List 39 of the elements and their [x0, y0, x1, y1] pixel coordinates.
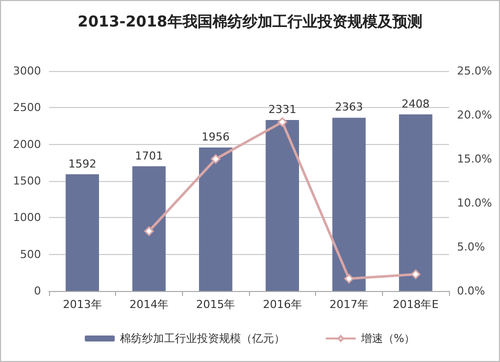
y2-tick-label: 20.0% [457, 108, 492, 122]
y-tick-label: 2000 [13, 138, 41, 151]
point [278, 117, 288, 127]
legend-label: 增速（%） [360, 332, 416, 345]
x-tick-label: 2016年 [262, 298, 302, 311]
y-tick-label: 1000 [13, 211, 41, 224]
y-tick-label: 3000 [13, 64, 41, 78]
data-label: 1592 [68, 157, 96, 170]
x-tick-label: 2017年 [330, 298, 368, 311]
x-tick-label: 2013年 [62, 298, 102, 311]
y2-tick-label: 10.0% [457, 196, 492, 210]
y-tick-label: 1500 [13, 174, 41, 188]
y2-tick-label: 25.0% [457, 64, 492, 78]
point [210, 154, 220, 164]
x-tick-label: 2018年E [392, 298, 439, 311]
y-tick-label: 0 [34, 284, 41, 298]
point [344, 274, 354, 284]
bar [199, 148, 232, 291]
y2-tick-label: 15.0% [457, 152, 492, 166]
x-tick-label: 2015年 [196, 298, 236, 311]
data-label: 2408 [402, 97, 430, 110]
x-tick-label: 2014年 [130, 298, 168, 311]
data-label: 2331 [268, 103, 296, 116]
y-tick-label: 2500 [13, 101, 41, 114]
bar [66, 174, 99, 291]
bar [266, 120, 299, 291]
y2-tick-label: 0.0% [457, 284, 485, 298]
legend-label: 棉纺纱加工行业投资规模（亿元） [120, 332, 285, 345]
data-label: 1956 [202, 130, 230, 144]
point [144, 226, 154, 236]
data-label: 2363 [335, 100, 363, 114]
chart-title: 2013-2018年我国棉纺纱加工行业投资规模及预测 [78, 12, 422, 30]
data-label: 1701 [135, 149, 163, 162]
bar [399, 114, 432, 291]
y2-tick-label: 5.0% [457, 240, 485, 254]
bar [132, 166, 166, 291]
point [410, 270, 420, 280]
y-tick-label: 500 [20, 248, 41, 261]
bar [332, 118, 366, 291]
